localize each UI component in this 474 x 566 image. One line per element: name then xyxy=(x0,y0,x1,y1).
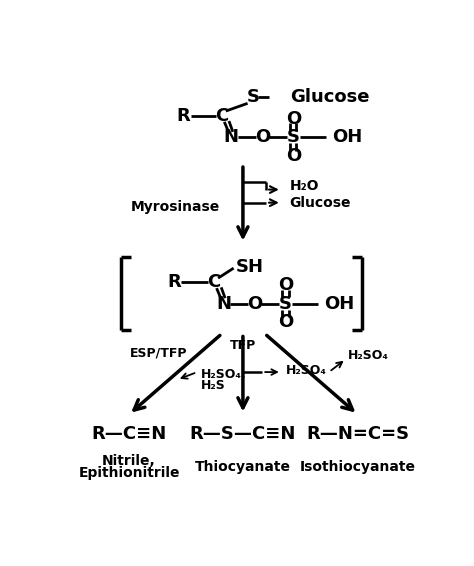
Text: Nitrile,: Nitrile, xyxy=(102,453,156,468)
Text: S: S xyxy=(246,88,259,106)
Text: N: N xyxy=(224,128,239,146)
Text: OH: OH xyxy=(332,128,362,146)
Text: Thiocyanate: Thiocyanate xyxy=(195,460,291,474)
Text: R—N=C=S: R—N=C=S xyxy=(306,424,409,443)
Text: R: R xyxy=(176,106,190,125)
Text: O: O xyxy=(278,276,293,294)
Text: O: O xyxy=(286,110,301,128)
Text: H₂SO₄: H₂SO₄ xyxy=(348,349,389,362)
Text: O: O xyxy=(278,313,293,331)
Text: SH: SH xyxy=(236,258,264,276)
Text: ESP/TFP: ESP/TFP xyxy=(130,346,187,359)
Text: C: C xyxy=(215,106,228,125)
Text: Glucose: Glucose xyxy=(290,88,370,106)
Text: H₂O: H₂O xyxy=(290,179,319,193)
Text: H₂S: H₂S xyxy=(201,379,226,392)
Text: H₂SO₄,: H₂SO₄, xyxy=(201,368,246,381)
Text: R—C≡N: R—C≡N xyxy=(91,424,167,443)
Text: O: O xyxy=(255,128,270,146)
Text: Myrosinase: Myrosinase xyxy=(131,200,220,213)
Text: R: R xyxy=(167,273,181,291)
Text: Glucose: Glucose xyxy=(290,196,351,209)
Text: C: C xyxy=(208,273,221,291)
Text: R—S—C≡N: R—S—C≡N xyxy=(190,424,296,443)
Text: O: O xyxy=(286,147,301,165)
Text: S: S xyxy=(279,294,292,312)
Text: H₂SO₄: H₂SO₄ xyxy=(285,364,327,377)
Text: OH: OH xyxy=(324,294,355,312)
Text: Isothiocyanate: Isothiocyanate xyxy=(300,460,416,474)
Text: Epithionitrile: Epithionitrile xyxy=(78,466,180,480)
Text: TFP: TFP xyxy=(230,338,256,351)
Text: S: S xyxy=(287,128,300,146)
Text: N: N xyxy=(216,294,231,312)
Text: O: O xyxy=(247,294,262,312)
